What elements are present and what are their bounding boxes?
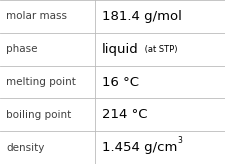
Text: 181.4 g/mol: 181.4 g/mol xyxy=(101,10,181,23)
Text: melting point: melting point xyxy=(6,77,76,87)
Text: phase: phase xyxy=(6,44,37,54)
Text: 214 °C: 214 °C xyxy=(101,108,147,121)
Text: 1.454 g/cm: 1.454 g/cm xyxy=(101,141,176,154)
Text: 16 °C: 16 °C xyxy=(101,75,138,89)
Text: liquid: liquid xyxy=(101,43,138,56)
Text: boiling point: boiling point xyxy=(6,110,71,120)
Text: molar mass: molar mass xyxy=(6,11,67,21)
Text: 3: 3 xyxy=(177,136,182,145)
Text: (at STP): (at STP) xyxy=(141,45,176,54)
Text: density: density xyxy=(6,143,44,153)
